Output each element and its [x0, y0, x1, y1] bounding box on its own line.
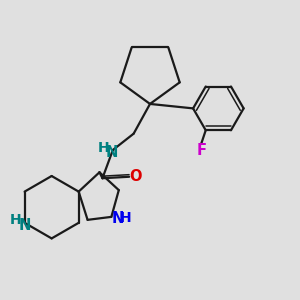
Text: N: N: [112, 211, 124, 226]
Text: H: H: [9, 213, 21, 227]
Text: H: H: [98, 141, 109, 154]
Text: O: O: [130, 169, 142, 184]
Text: H: H: [120, 212, 131, 225]
Text: N: N: [18, 218, 31, 233]
Text: N: N: [105, 146, 118, 160]
Text: F: F: [196, 143, 206, 158]
